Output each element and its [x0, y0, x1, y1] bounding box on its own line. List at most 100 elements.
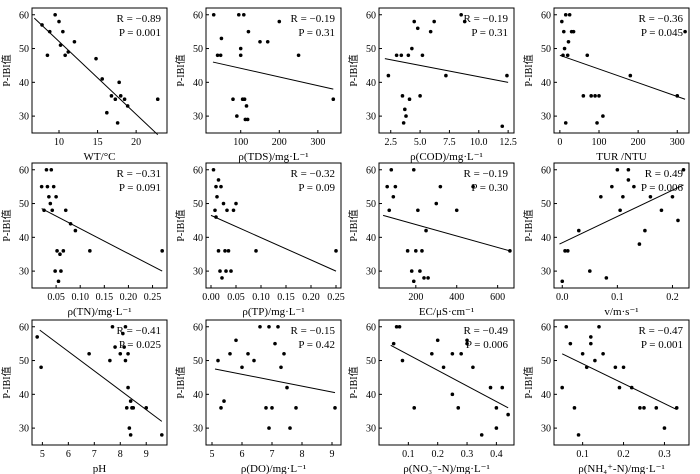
- x-tick-label: 12.5: [499, 137, 517, 148]
- plot-frame: [205, 162, 342, 289]
- p-value-label: P = 0.30: [471, 182, 508, 194]
- y-tick-label: 60: [366, 322, 376, 333]
- data-point: [441, 365, 446, 370]
- data-point: [296, 53, 301, 58]
- data-point: [155, 97, 160, 102]
- data-point: [123, 358, 128, 363]
- data-point: [562, 46, 567, 51]
- x-tick-label: 300: [310, 137, 325, 148]
- scatter-panel-12: 30 40 50 60 0.1 0.2 0.3 ρ(NH₄⁺-N)/mg·L⁻¹ P-IBI值 R…: [522, 319, 690, 474]
- data-point: [394, 53, 399, 58]
- y-tick-label: 30: [541, 267, 551, 278]
- data-point: [68, 222, 73, 226]
- data-point: [576, 433, 581, 437]
- data-point: [258, 39, 262, 44]
- x-tick-label: 2.5: [384, 137, 397, 148]
- p-value-label: P = 0.006: [466, 339, 509, 351]
- data-point: [242, 12, 246, 17]
- data-point: [626, 178, 631, 182]
- scatter-panel-8: 30 40 50 60 0.0 0.1 0.2 v/m·s⁻¹ P-IBI值 R = 0.49 P …: [522, 162, 690, 318]
- y-tick-label: 50: [193, 44, 203, 55]
- p-value-label: P = 0.091: [119, 182, 161, 194]
- scatter-panel-3: 30 40 50 60 2.5 5.0 7.5 10.0 12.5 ρ(COD)/mg·L⁻¹ P-…: [347, 7, 517, 163]
- x-tick-label: 0.25: [144, 292, 162, 303]
- data-point: [288, 426, 292, 430]
- x-axis-label: WT/°C: [84, 151, 116, 163]
- data-point: [61, 29, 65, 34]
- data-point: [561, 29, 566, 34]
- data-point: [617, 385, 622, 390]
- r-value-label: R = 0.49: [645, 168, 684, 180]
- data-point: [599, 194, 603, 199]
- x-tick-label: 0.1: [402, 449, 415, 460]
- data-point: [53, 269, 57, 273]
- data-point: [589, 94, 593, 98]
- y-tick-label: 50: [541, 44, 551, 55]
- x-axis-label: v/m·s⁻¹: [604, 306, 638, 318]
- x-axis-label: EC/μS·cm⁻¹: [419, 306, 474, 318]
- r-value-label: R = −0.15: [291, 325, 336, 337]
- data-point: [564, 324, 569, 329]
- data-point: [51, 184, 56, 189]
- regression-line: [39, 329, 163, 422]
- y-tick-label: 50: [19, 356, 29, 367]
- data-point: [126, 385, 130, 390]
- y-axis-label: P-IBI值: [174, 209, 187, 241]
- data-point: [391, 194, 396, 199]
- plot-frame: [205, 7, 342, 134]
- data-point: [94, 56, 98, 61]
- y-axis-label: P-IBI值: [0, 54, 13, 86]
- y-tick-label: 50: [366, 199, 376, 210]
- y-tick-label: 60: [19, 165, 29, 176]
- y-tick-label: 40: [19, 78, 29, 89]
- data-point: [238, 53, 243, 58]
- p-value-label: P = 0.31: [298, 27, 335, 39]
- data-point: [72, 39, 77, 44]
- x-tick-label: 5: [210, 449, 215, 460]
- data-point: [589, 335, 593, 339]
- x-tick-label: 0.25: [327, 292, 345, 303]
- data-point: [444, 73, 448, 78]
- data-point: [231, 208, 236, 213]
- data-point: [240, 365, 244, 370]
- data-point: [568, 341, 573, 346]
- data-point: [412, 19, 417, 24]
- x-tick-label: 0.4: [490, 449, 503, 460]
- y-tick-label: 50: [541, 356, 551, 367]
- data-point: [393, 184, 398, 189]
- data-point: [418, 94, 422, 98]
- data-point: [219, 184, 223, 189]
- data-point: [61, 249, 66, 253]
- x-tick-label: 0.05: [47, 292, 65, 303]
- data-point: [59, 269, 63, 273]
- data-point: [411, 167, 416, 172]
- scatter-panel-5: 30 40 50 60 0.05 0.10 0.15 0.20 0.25 ρ(TN)/mg·L⁻¹…: [0, 162, 168, 318]
- data-point: [234, 201, 238, 206]
- data-point: [462, 19, 467, 24]
- p-value-label: P = 0.09: [298, 182, 335, 194]
- data-point: [56, 279, 61, 284]
- data-point: [50, 208, 55, 213]
- data-point: [593, 358, 597, 363]
- data-point: [109, 94, 114, 98]
- data-point: [128, 433, 133, 437]
- data-point: [580, 351, 585, 356]
- data-point: [53, 12, 57, 17]
- data-point: [399, 53, 404, 58]
- data-point: [35, 335, 39, 339]
- y-tick-label: 40: [541, 390, 551, 401]
- data-point: [411, 279, 416, 284]
- data-point: [500, 385, 505, 390]
- data-point: [110, 324, 115, 329]
- data-point: [572, 406, 577, 410]
- y-tick-label: 30: [541, 112, 551, 123]
- x-tick-label: 0.20: [120, 292, 138, 303]
- data-point: [450, 351, 455, 356]
- data-point: [63, 208, 68, 213]
- data-point: [218, 53, 223, 58]
- data-point: [218, 269, 222, 273]
- data-point: [389, 167, 394, 172]
- y-tick-label: 60: [193, 165, 203, 176]
- y-axis-label: P-IBI值: [347, 366, 360, 398]
